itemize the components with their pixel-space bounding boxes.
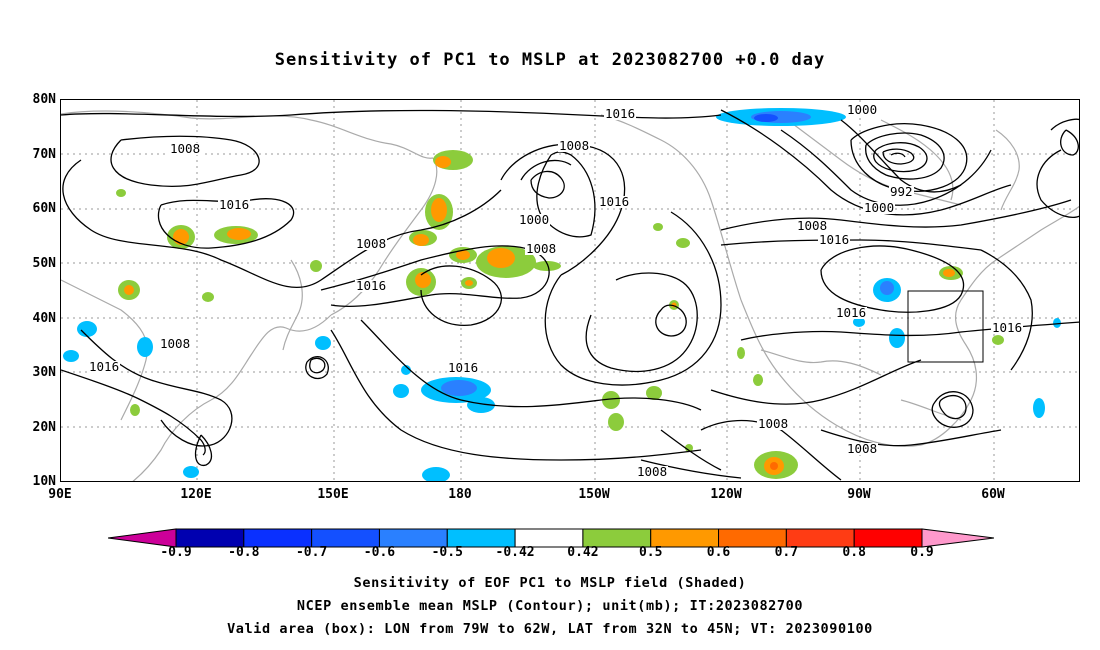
- lat-label-50n: 50N: [32, 256, 56, 271]
- contour-label: 1008: [525, 241, 558, 256]
- contour-label: 1008: [355, 236, 388, 251]
- contour-label: 1016: [447, 360, 480, 375]
- lon-label-120w: 120W: [710, 487, 742, 502]
- contour-label: 1008: [636, 464, 669, 479]
- colorbar-tick-label: 0.8: [842, 545, 866, 560]
- contour-label: 992: [889, 184, 914, 199]
- lat-label-10n: 10N: [32, 474, 56, 489]
- colorbar-tick-label: -0.5: [431, 545, 463, 560]
- contour-label: 1016: [835, 305, 868, 320]
- contour-label: 1008: [757, 416, 790, 431]
- contour-label: 1016: [218, 197, 251, 212]
- contour-label: 1016: [88, 359, 121, 374]
- caption-line-3: Valid area (box): LON from 79W to 62W, L…: [227, 621, 873, 637]
- contour-label: 1008: [846, 441, 879, 456]
- graticule: [61, 100, 1079, 481]
- colorbar-tick-label: 0.7: [774, 545, 799, 560]
- contour-label: 1016: [818, 232, 851, 247]
- lat-label-30n: 30N: [32, 365, 56, 380]
- colorbar-tick-label: -0.9: [160, 545, 192, 560]
- lat-label-70n: 70N: [32, 147, 56, 162]
- colorbar: [108, 528, 994, 548]
- lon-label-180: 180: [448, 487, 472, 502]
- contour-label: 1016: [604, 106, 637, 121]
- contour-label: 1008: [159, 336, 192, 351]
- lat-label-60n: 60N: [32, 201, 56, 216]
- figure-title: Sensitivity of PC1 to MSLP at 2023082700…: [274, 50, 826, 70]
- valid-area-box: [907, 290, 984, 363]
- sensitivity-shading: [63, 108, 1061, 481]
- colorbar-tick-label: -0.8: [228, 545, 260, 560]
- contour-label: 1016: [991, 320, 1024, 335]
- colorbar-tick-label: -0.6: [363, 545, 396, 560]
- contour-label: 1000: [846, 102, 879, 117]
- colorbar-tick-label: 0.9: [910, 545, 934, 560]
- colorbar-tick-label: -0.42: [495, 545, 535, 560]
- caption-line-2: NCEP ensemble mean MSLP (Contour); unit(…: [296, 598, 804, 614]
- lon-label-120e: 120E: [180, 487, 212, 502]
- contour-label: 1008: [558, 138, 591, 153]
- lon-label-90e: 90E: [48, 487, 72, 502]
- lat-label-80n: 80N: [32, 92, 56, 107]
- colorbar-tick-label: 0.42: [567, 545, 599, 560]
- caption-line-1: Sensitivity of EOF PC1 to MSLP field (Sh…: [353, 575, 747, 591]
- contour-label: 1008: [796, 218, 829, 233]
- contour-label: 1008: [169, 141, 202, 156]
- contour-label: 1016: [598, 194, 631, 209]
- map-canvas: [61, 100, 1079, 481]
- lon-label-90w: 90W: [847, 487, 871, 502]
- mslp-contours: [61, 109, 1079, 481]
- colorbar-tick-label: 0.6: [706, 545, 731, 560]
- lon-label-150e: 150E: [317, 487, 349, 502]
- colorbar-tick-label: 0.5: [638, 545, 663, 560]
- colorbar-tick-label: -0.7: [295, 545, 328, 560]
- lon-label-60w: 60W: [981, 487, 1005, 502]
- colorbar-right-extend: [921, 528, 994, 548]
- lon-label-150w: 150W: [578, 487, 610, 502]
- contour-label: 1016: [355, 278, 388, 293]
- map-panel: 1016 1000 1008 1008 1016 1000 1016 1008 …: [60, 99, 1080, 482]
- lat-label-20n: 20N: [32, 420, 56, 435]
- lat-label-40n: 40N: [32, 311, 56, 326]
- contour-label: 1000: [518, 212, 551, 227]
- contour-label: 1000: [863, 200, 896, 215]
